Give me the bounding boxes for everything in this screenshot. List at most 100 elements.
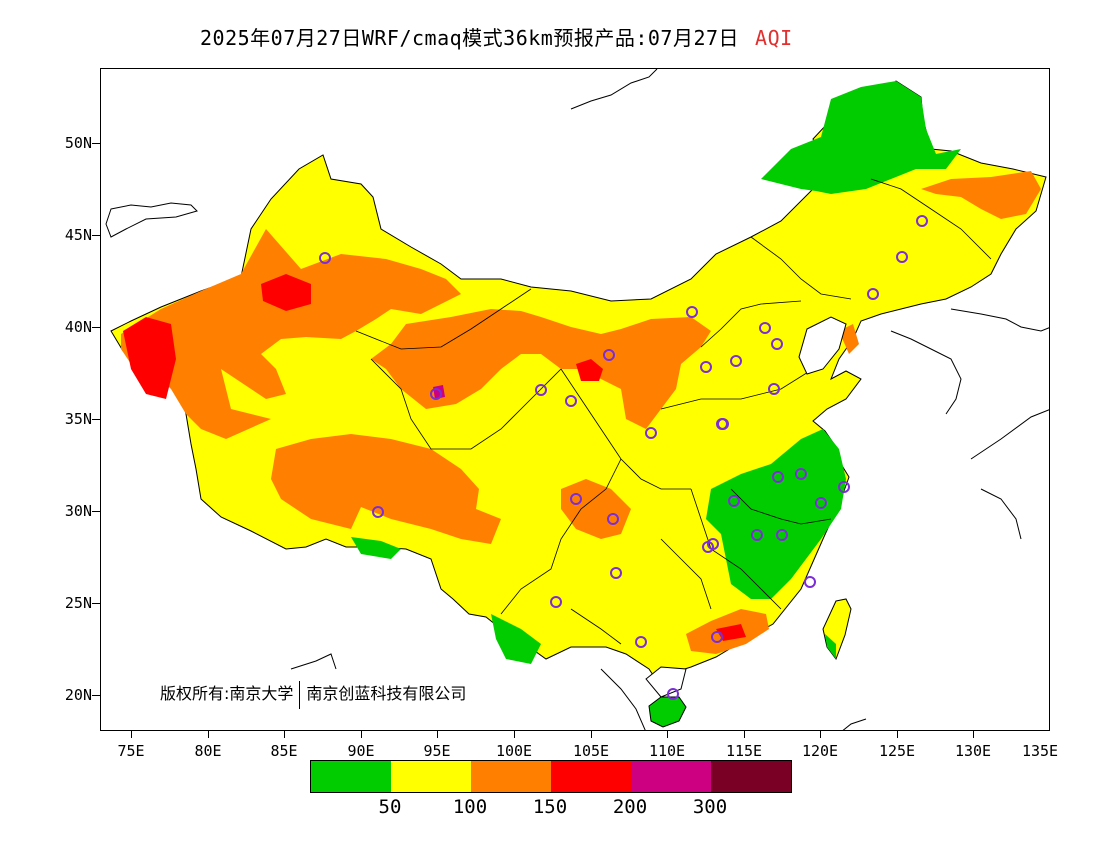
site-hefei: [772, 471, 784, 483]
site-beijing: [759, 322, 771, 334]
lat-tick: [92, 695, 100, 696]
lon-label-125e: 125E: [878, 742, 916, 760]
site-xian: [645, 427, 657, 439]
neighbour-coastlines: [105, 69, 1049, 730]
lon-tick: [973, 731, 974, 738]
orange-zone-northeast: [921, 171, 1041, 219]
aqi-legend: [310, 760, 792, 793]
legend-label-50: 50: [378, 796, 402, 818]
lon-label-75e: 75E: [117, 742, 145, 760]
site-chongqing: [607, 513, 619, 525]
lon-label-95e: 95E: [423, 742, 451, 760]
lat-label-40n: 40N: [64, 318, 92, 336]
lat-label-35n: 35N: [64, 410, 92, 428]
legend-swatch-light: [471, 761, 551, 792]
orange-zone-xinjiang: [121, 229, 461, 439]
lat-tick: [92, 511, 100, 512]
lat-tick: [92, 603, 100, 604]
lat-label-25n: 25N: [64, 594, 92, 612]
legend-swatch-good: [311, 761, 391, 792]
lon-tick: [361, 731, 362, 738]
lon-tick: [131, 731, 132, 738]
red-zone-guangzhou: [716, 624, 746, 641]
red-zone-tarim: [261, 274, 311, 311]
site-urumqi: [319, 252, 331, 264]
site-changsha-2: [702, 541, 714, 553]
lon-label-80e: 80E: [194, 742, 222, 760]
lat-tick: [92, 327, 100, 328]
taiwan-island: [822, 598, 852, 661]
site-yinchuan: [603, 349, 615, 361]
lon-label-115e: 115E: [725, 742, 763, 760]
site-zhengzhou-2: [717, 418, 729, 430]
legend-label-200: 200: [612, 796, 648, 818]
green-zone-heilongjiang: [761, 81, 961, 194]
site-xining: [535, 384, 547, 396]
lat-tick: [92, 419, 100, 420]
lat-label-30n: 30N: [64, 502, 92, 520]
site-shijiazhuang: [730, 355, 742, 367]
site-haikou: [667, 688, 679, 700]
map-title: 2025年07月27日WRF/cmaq模式36km预报产品:07月27日 AQI: [200, 22, 793, 51]
lon-label-120e: 120E: [801, 742, 839, 760]
green-zone-jiangnan: [706, 429, 846, 599]
lon-tick: [820, 731, 821, 738]
red-zone-kashgar: [123, 317, 176, 399]
site-changchun: [896, 251, 908, 263]
lon-label-130e: 130E: [954, 742, 992, 760]
copyright-owner-b: 南京创蓝科技有限公司: [306, 684, 467, 703]
site-shanghai: [838, 481, 850, 493]
lon-label-110e: 110E: [648, 742, 686, 760]
legend-label-100: 100: [452, 796, 488, 818]
site-nanjing: [795, 468, 807, 480]
site-chengdu: [570, 493, 582, 505]
copyright-owner-a: 版权所有:南京大学: [160, 684, 294, 703]
lat-label-50n: 50N: [64, 134, 92, 152]
variable-label: AQI: [755, 26, 793, 50]
lon-tick: [514, 731, 515, 738]
lon-label-100e: 100E: [495, 742, 533, 760]
lon-label-85e: 85E: [270, 742, 298, 760]
monitoring-sites: [319, 215, 928, 700]
legend-swatch-severe: [711, 761, 791, 792]
site-golmud: [430, 388, 442, 400]
lon-tick: [744, 731, 745, 738]
lon-tick: [591, 731, 592, 738]
lon-tick: [897, 731, 898, 738]
site-shenyang: [867, 288, 879, 300]
title-text: 2025年07月27日WRF/cmaq模式36km预报产品:07月27日: [200, 26, 740, 50]
site-lanzhou: [565, 395, 577, 407]
site-hohhot: [686, 306, 698, 318]
province-boundaries: [355, 178, 992, 645]
lon-tick: [437, 731, 438, 738]
lon-tick: [208, 731, 209, 738]
orange-zone-north: [371, 309, 711, 429]
site-harbin: [916, 215, 928, 227]
aqi-map-canvas: [105, 69, 1049, 730]
site-guangzhou: [711, 631, 723, 643]
lat-label-45n: 45N: [64, 226, 92, 244]
legend-swatch-medium: [551, 761, 631, 792]
green-zone-tibet-south: [351, 537, 401, 559]
bohai-sea: [798, 316, 847, 375]
green-zone-southwest: [491, 614, 541, 664]
lon-label-135e: 135E: [1021, 742, 1059, 760]
lon-label-105e: 105E: [572, 742, 610, 760]
lat-tick: [92, 235, 100, 236]
legend-label-150: 150: [532, 796, 568, 818]
site-nanchang-2: [776, 529, 788, 541]
copyright-separator: [299, 680, 301, 709]
red-zone-ningxia: [576, 359, 603, 381]
site-jinan: [768, 383, 780, 395]
legend-swatch-heavy: [631, 761, 711, 792]
lon-tick: [667, 731, 668, 738]
site-wuhan: [728, 495, 740, 507]
hainan-island: [648, 696, 687, 728]
site-nanning: [635, 636, 647, 648]
site-taiyuan: [700, 361, 712, 373]
site-tianjin: [771, 338, 783, 350]
site-fuzhou: [804, 576, 816, 588]
site-hangzhou: [815, 497, 827, 509]
lon-tick: [284, 731, 285, 738]
aqi-map: [100, 68, 1050, 731]
